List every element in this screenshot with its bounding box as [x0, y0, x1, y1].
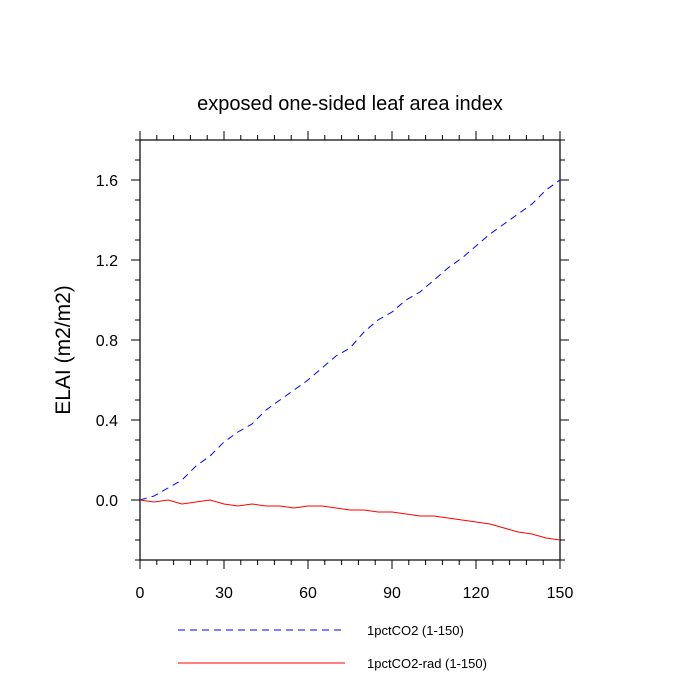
series-line-2 [139, 499, 561, 541]
plot-frame [139, 139, 561, 561]
x-tick-label: 150 [547, 585, 574, 602]
x-tick-label: 90 [383, 585, 401, 602]
y-tick-label: 0.0 [96, 493, 118, 510]
x-tick-label: 30 [215, 585, 233, 602]
y-axis-label: ELAI (m2/m2) [52, 285, 75, 415]
x-tick-label: 120 [463, 585, 490, 602]
y-tick-label: 1.6 [96, 173, 118, 190]
chart-title: exposed one-sided leaf area index [197, 93, 503, 115]
series-line-1 [139, 179, 561, 501]
y-tick-label: 1.2 [96, 253, 118, 270]
legend-label-2: 1pctCO2-rad (1-150) [367, 656, 487, 671]
y-tick-label: 0.8 [96, 333, 118, 350]
x-tick-label: 0 [136, 585, 145, 602]
x-axis-ticks: 0 30 60 90 120 150 [136, 131, 574, 602]
y-axis-ticks: 0.0 0.4 0.8 1.2 1.6 [96, 139, 569, 561]
x-tick-label: 60 [299, 585, 317, 602]
series-layer [139, 179, 561, 541]
y-tick-label: 0.4 [96, 413, 118, 430]
legend-label-1: 1pctCO2 (1-150) [367, 623, 464, 638]
legend: 1pctCO2 (1-150) 1pctCO2-rad (1-150) [178, 623, 487, 671]
